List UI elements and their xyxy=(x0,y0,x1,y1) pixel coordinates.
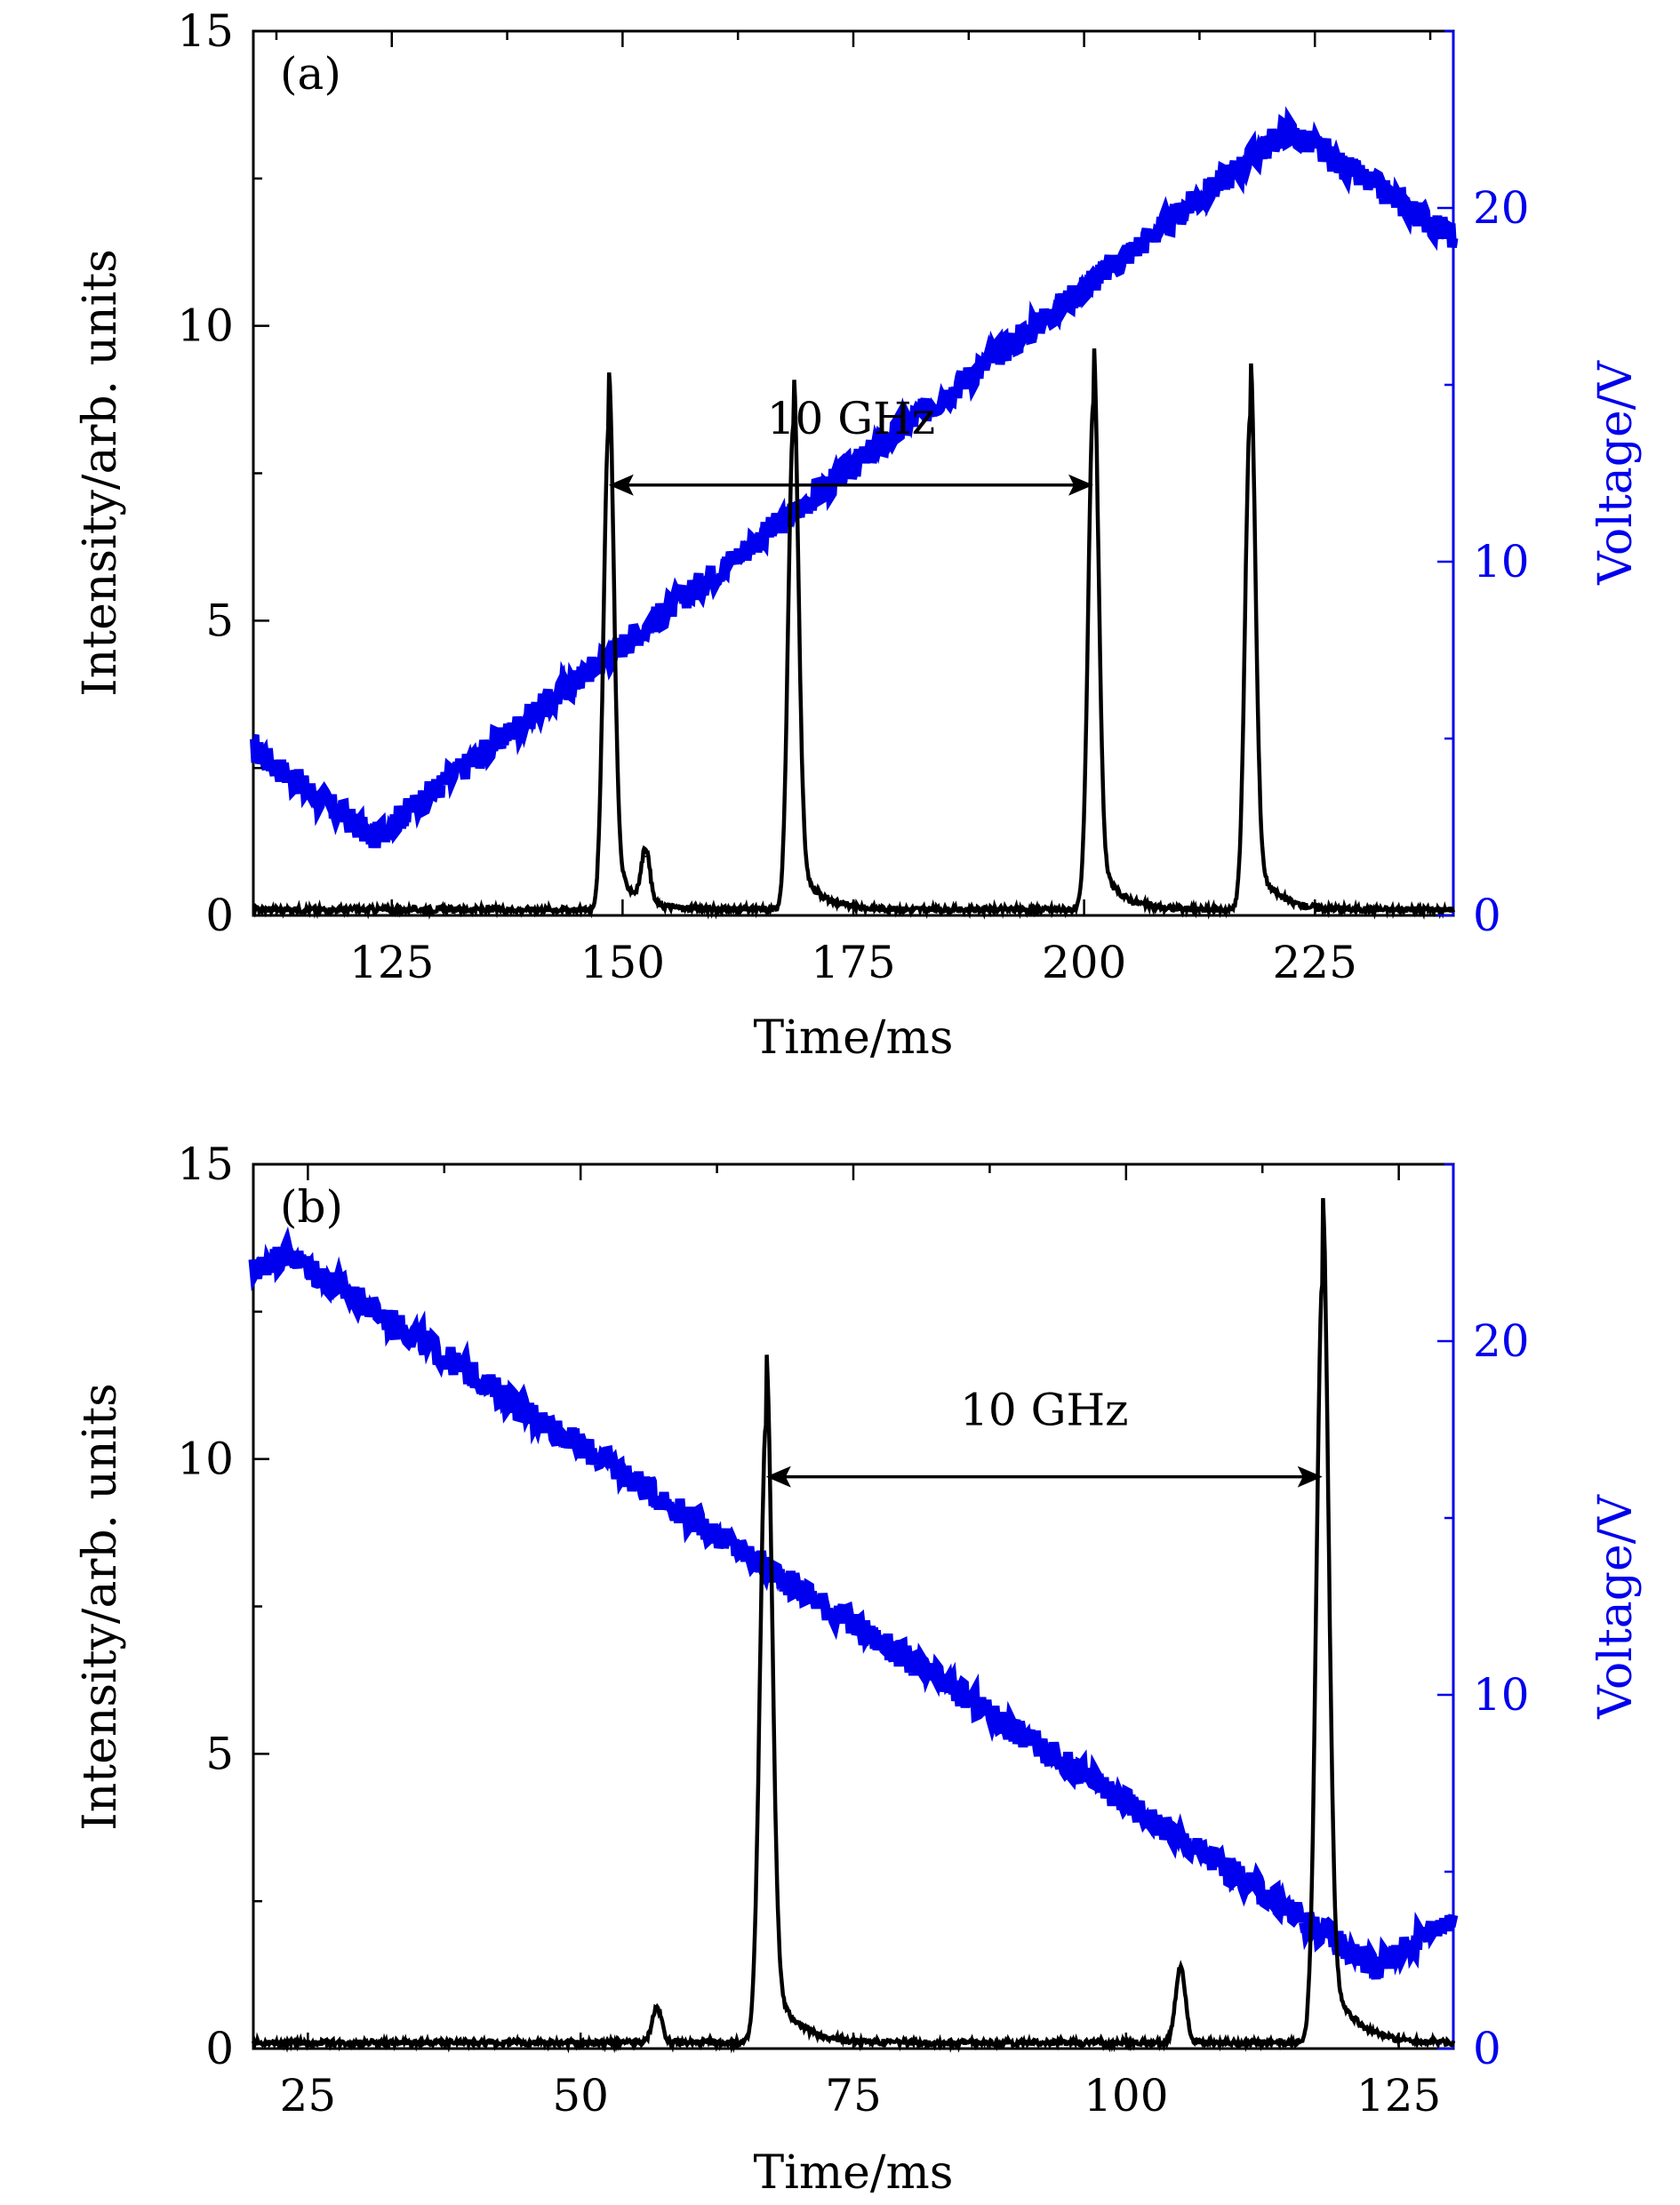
y2-tick-label: 10 xyxy=(1473,1669,1530,1721)
intensity-peak-2 xyxy=(764,1422,767,1425)
x-tick-label: 175 xyxy=(811,937,895,988)
arrow-head-right xyxy=(1068,474,1093,496)
intensity-peak-2 xyxy=(644,855,647,858)
intensity-peak-4 xyxy=(1321,1281,1324,1283)
x-tick-label: 100 xyxy=(1084,2070,1168,2121)
x-tick-label: 125 xyxy=(349,937,434,988)
x-tick-label: 125 xyxy=(1356,2070,1441,2121)
x-tick-label: 150 xyxy=(580,937,665,988)
arrow-head-right xyxy=(1297,1466,1323,1488)
annotation-label: 10 GHz xyxy=(960,1385,1128,1436)
intensity-peak-1 xyxy=(607,425,610,427)
x-tick-label: 200 xyxy=(1042,937,1126,988)
y-tick-label: 0 xyxy=(205,890,234,941)
y-tick-label: 10 xyxy=(177,1434,234,1485)
y-axis-title: Intensity/arb. units xyxy=(74,1383,127,1831)
panel-b: 10 GHz 25 50 75 100 125 0 5 10 15 0 10 20 (b) Time/… xyxy=(74,1138,1643,2200)
y-tick-label: 0 xyxy=(205,2023,234,2074)
intensity-peak-1 xyxy=(656,2006,659,2009)
y2-tick-label: 0 xyxy=(1473,2023,1501,2074)
y-tick-label: 5 xyxy=(205,1728,234,1779)
x-tick-label: 225 xyxy=(1273,937,1357,988)
x-axis-title: Time/ms xyxy=(754,2146,954,2200)
y2-tick-label: 10 xyxy=(1473,536,1530,587)
voltage-series-line xyxy=(248,1226,1459,1980)
intensity-peak-5 xyxy=(1249,413,1252,416)
y-tick-label: 10 xyxy=(177,300,234,352)
intensity-peak-4 xyxy=(1092,401,1094,403)
y2-tick-label: 20 xyxy=(1473,182,1530,234)
x-tick-label: 25 xyxy=(280,2070,337,2121)
y-axis-title: Intensity/arb. units xyxy=(74,249,127,697)
y2-axis-title: Voltage/V xyxy=(1589,1494,1643,1720)
annotation-label: 10 GHz xyxy=(767,393,935,444)
intensity-peak-3 xyxy=(792,425,795,427)
y2-tick-label: 20 xyxy=(1473,1315,1530,1367)
voltage-series-line xyxy=(250,106,1459,849)
plot-frame xyxy=(252,1162,1455,2050)
y2-tick-label: 0 xyxy=(1473,890,1501,941)
arrow-head-left xyxy=(608,474,634,496)
x-axis-title: Time/ms xyxy=(754,1011,954,1065)
y2-axis-title: Voltage/V xyxy=(1589,360,1643,586)
panel-label: (a) xyxy=(280,48,341,100)
x-tick-label: 75 xyxy=(825,2070,882,2121)
y-tick-label: 15 xyxy=(177,5,234,57)
x-tick-label: 50 xyxy=(552,2070,609,2121)
arrow-head-left xyxy=(765,1466,791,1488)
intensity-peak-3 xyxy=(1180,1965,1182,1968)
y-tick-label: 15 xyxy=(177,1138,234,1190)
y-tick-label: 5 xyxy=(205,595,234,646)
panel-label: (b) xyxy=(280,1181,343,1233)
